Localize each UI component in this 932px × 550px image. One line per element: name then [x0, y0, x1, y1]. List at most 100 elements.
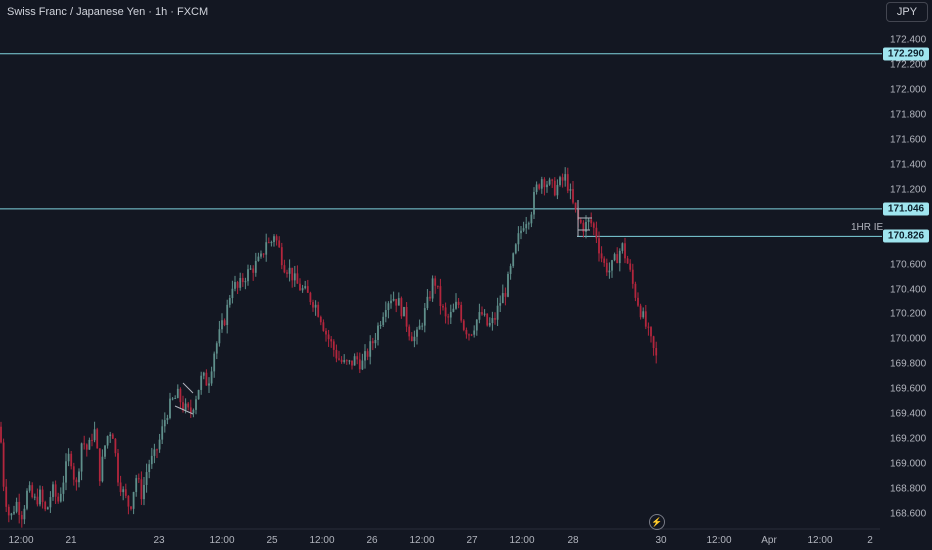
candle-body — [241, 278, 244, 282]
candle-body — [348, 360, 351, 362]
candle-body — [483, 313, 486, 315]
candle-body — [413, 336, 416, 342]
candle-body — [293, 273, 296, 281]
candle-body — [132, 492, 135, 509]
candle-body — [478, 312, 481, 320]
candle-body — [15, 501, 18, 512]
candle-body — [608, 270, 611, 273]
y-tick-label: 169.200 — [890, 433, 927, 445]
lightning-icon[interactable]: ⚡ — [649, 514, 665, 530]
candle-body — [98, 448, 101, 482]
candle-body — [275, 236, 278, 241]
candle-body — [109, 434, 112, 437]
x-tick-label: Apr — [761, 535, 777, 546]
candle-body — [288, 267, 291, 274]
candle-body — [176, 388, 179, 399]
candle-body — [356, 356, 359, 360]
candle-body — [197, 389, 200, 400]
candle-body — [75, 479, 78, 483]
candle-body — [442, 305, 444, 308]
x-tick-label: 12:00 — [409, 535, 435, 546]
candle-body — [517, 233, 520, 245]
candle-body — [54, 484, 57, 497]
y-tick-label: 172.400 — [890, 34, 927, 46]
candle-body — [163, 420, 166, 427]
candle-body — [96, 429, 99, 449]
candle-body — [169, 398, 171, 419]
candle-body — [101, 456, 104, 482]
candle-body — [171, 398, 174, 400]
candle-body — [551, 179, 554, 181]
candle-body — [18, 501, 21, 515]
y-tick-label: 168.600 — [890, 508, 927, 520]
candle-body — [304, 286, 307, 289]
candle-body — [488, 323, 491, 326]
candle-body — [46, 507, 49, 510]
candle-body — [187, 403, 190, 408]
candle-body — [585, 221, 587, 232]
candle-body — [405, 306, 408, 327]
candle-body — [364, 351, 366, 361]
candle-body — [452, 308, 455, 312]
candle-body — [418, 325, 421, 330]
y-tick-label: 172.000 — [890, 84, 927, 96]
candle-body — [611, 260, 613, 271]
candle-body — [33, 496, 36, 498]
y-tick-label: 169.600 — [890, 383, 927, 395]
candle-body — [91, 439, 93, 441]
candle-body — [67, 453, 70, 462]
candle-body — [340, 359, 343, 362]
candle-body — [325, 330, 327, 335]
candle-body — [267, 242, 270, 244]
candle-body — [31, 485, 34, 498]
candle-body — [36, 496, 39, 505]
candle-body — [85, 444, 88, 450]
candle-body — [265, 242, 268, 255]
y-tick-label: 169.000 — [890, 458, 927, 470]
candle-body — [377, 325, 379, 340]
candle-body — [20, 514, 23, 520]
y-tick-label: 171.400 — [890, 159, 927, 171]
candle-body — [462, 320, 465, 330]
level-price-label: 172.290 — [883, 47, 929, 61]
candle-body — [574, 202, 577, 210]
candle-body — [455, 301, 457, 309]
y-tick-label: 171.600 — [890, 134, 927, 146]
candle-body — [616, 254, 619, 264]
candle-body — [65, 461, 67, 483]
candle-body — [621, 243, 624, 251]
candle-body — [200, 375, 203, 390]
candle-body — [439, 286, 442, 306]
candle-body — [228, 298, 231, 305]
candle-body — [254, 260, 257, 273]
candle-body — [457, 301, 460, 305]
candle-body — [114, 438, 117, 454]
candle-body — [509, 266, 512, 274]
level-annotation: 1HR IE — [851, 222, 884, 234]
candle-body — [150, 455, 153, 465]
candle-body — [72, 466, 75, 480]
candle-body — [57, 496, 60, 502]
candle-body — [291, 267, 294, 281]
candle-body — [0, 426, 2, 443]
candle-body — [296, 273, 299, 284]
currency-button[interactable]: JPY — [886, 2, 928, 22]
candle-body — [382, 316, 385, 325]
y-tick-label: 171.200 — [890, 184, 927, 196]
candle-body — [158, 439, 161, 450]
candle-body — [540, 179, 543, 189]
candle-body — [332, 341, 335, 350]
candle-body — [603, 258, 606, 263]
x-tick-label: 12:00 — [706, 535, 732, 546]
x-tick-label: 28 — [567, 535, 579, 546]
candle-body — [156, 449, 158, 451]
candle-body — [561, 177, 564, 181]
candle-body — [127, 495, 130, 507]
candle-body — [468, 334, 470, 336]
candle-body — [273, 236, 275, 243]
candle-body — [520, 230, 522, 234]
candle-body — [166, 418, 169, 421]
candle-body — [124, 489, 127, 496]
candle-body — [569, 189, 572, 191]
